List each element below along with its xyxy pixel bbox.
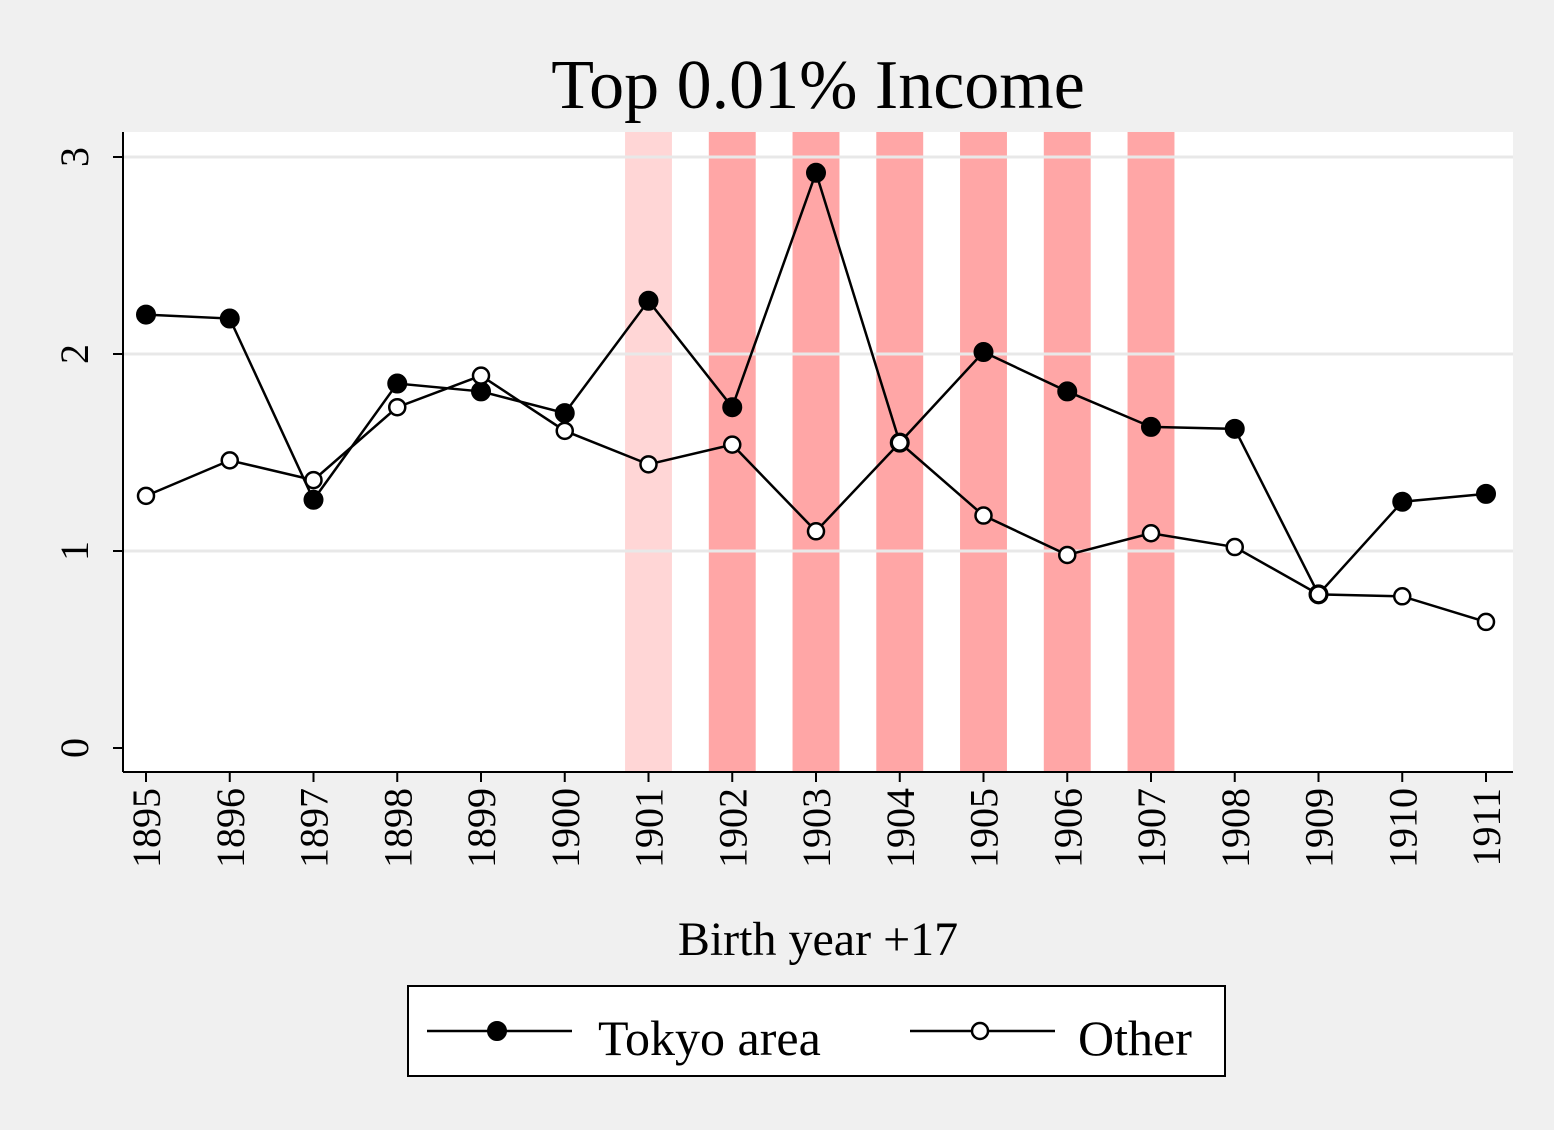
data-point-0-1903 (806, 162, 826, 183)
x-tick-label: 1907 (1129, 788, 1174, 868)
chart-title: Top 0.01% Income (551, 47, 1085, 124)
legend-tokyo-label: Tokyo area (598, 1010, 821, 1066)
data-point-1-1902 (723, 435, 742, 454)
data-point-0-1898 (387, 373, 408, 394)
x-tick-label: 1897 (292, 788, 337, 868)
data-point-1-1909 (1309, 585, 1328, 604)
x-tick-label: 1901 (627, 788, 672, 868)
x-tick-label: 1910 (1380, 788, 1425, 868)
series-1 (136, 366, 1496, 632)
data-point-0-1899 (471, 381, 491, 402)
data-point-1-1895 (136, 486, 156, 506)
data-point-0-1895 (136, 304, 156, 325)
x-tick-label: 1900 (543, 788, 588, 868)
series (136, 162, 1496, 632)
gridlines (123, 155, 1513, 553)
data-point-0-1900 (554, 403, 575, 424)
x-tick-label: 1902 (710, 788, 755, 868)
data-point-1-1905 (974, 506, 993, 525)
data-point-1-1898 (388, 397, 407, 417)
data-point-1-1900 (555, 421, 574, 441)
y-tick-label: 3 (52, 147, 97, 167)
data-point-0-1901 (638, 290, 659, 311)
legend-other-label: Other (1078, 1010, 1192, 1066)
legend-tokyo-marker (487, 1021, 507, 1041)
data-point-1-1911 (1476, 612, 1496, 632)
axes: 0 1 2 3 1895 1896 1897 1898 1899 1900 1901 1902 1903… (52, 132, 1513, 868)
x-tick-label: 1899 (459, 788, 504, 868)
data-point-1-1910 (1393, 587, 1412, 606)
x-tick-label: 1908 (1213, 788, 1258, 868)
shaded-band-1907 (1127, 132, 1175, 772)
data-point-1-1896 (220, 451, 239, 470)
shaded-band-1906 (1043, 132, 1091, 772)
data-point-1-1899 (471, 366, 491, 385)
x-tick-label: 1909 (1297, 788, 1342, 868)
legend-other-marker (970, 1021, 990, 1041)
y-tick-label: 1 (52, 541, 97, 561)
data-point-1-1897 (304, 470, 323, 490)
data-point-0-1902 (722, 397, 743, 418)
data-point-0-1897 (303, 489, 324, 510)
data-point-0-1911 (1476, 483, 1496, 504)
shaded-years (625, 132, 1175, 772)
x-tick-label: 1895 (124, 788, 169, 868)
shaded-band-1905 (960, 132, 1007, 772)
x-tick-label: 1906 (1045, 788, 1090, 868)
data-point-0-1896 (219, 308, 240, 329)
data-point-1-1908 (1225, 537, 1244, 557)
data-point-1-1903 (806, 522, 826, 541)
data-point-1-1904 (890, 433, 909, 452)
y-tick-label: 2 (52, 344, 97, 364)
x-tick-label: 1896 (208, 788, 253, 868)
x-tick-label: 1903 (794, 788, 839, 868)
data-point-0-1905 (973, 342, 994, 363)
data-point-1-1907 (1141, 524, 1161, 543)
x-axis-label: Birth year +17 (678, 913, 958, 966)
x-tick-label: 1898 (375, 788, 420, 868)
x-tick-label: 1905 (962, 788, 1007, 868)
x-tick-label: 1911 (1464, 788, 1509, 867)
data-point-0-1910 (1392, 491, 1413, 512)
data-point-1-1906 (1058, 545, 1077, 565)
data-point-0-1906 (1057, 381, 1078, 402)
shaded-band-1901 (625, 132, 672, 772)
shaded-band-1903 (792, 132, 840, 772)
data-point-1-1901 (639, 455, 658, 474)
data-point-0-1907 (1141, 416, 1161, 437)
y-tick-label: 0 (52, 738, 97, 758)
x-tick-label: 1904 (878, 788, 923, 868)
legend: Tokyo area Other (407, 985, 1226, 1077)
data-point-0-1908 (1224, 418, 1245, 439)
